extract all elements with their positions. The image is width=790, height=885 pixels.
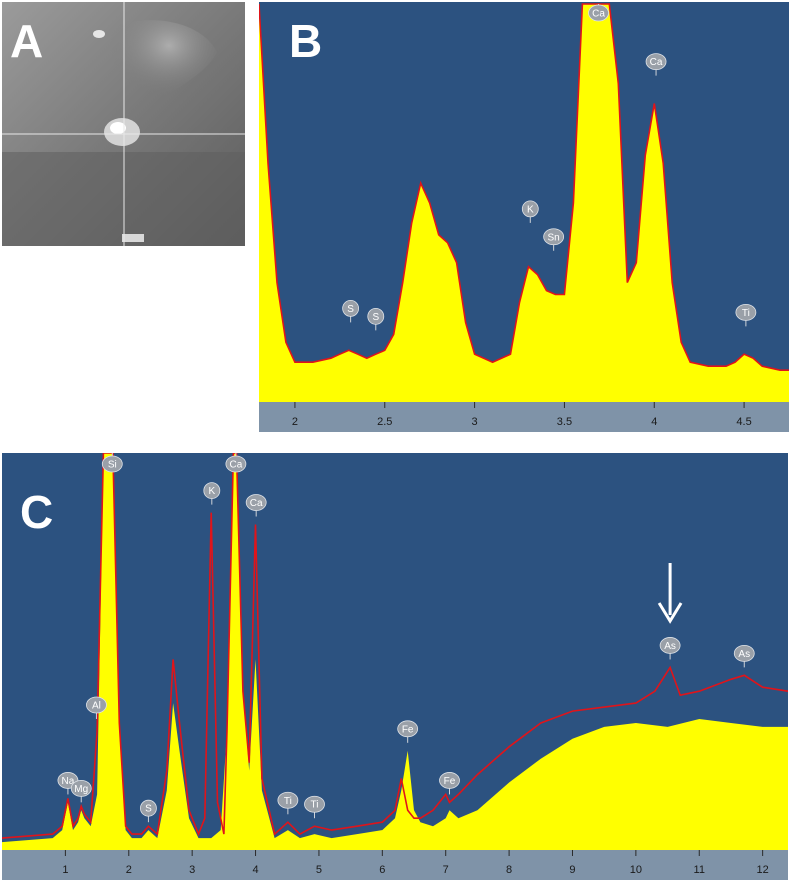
peak-label-badge: [277, 791, 299, 809]
peak-label-badge: [645, 53, 667, 71]
x-tick-label: 8: [506, 864, 512, 876]
peak-label-badge: [342, 299, 360, 317]
micrograph-image: A: [2, 2, 245, 246]
peak-label-text: Ca: [650, 57, 663, 68]
peak-label-text: As: [738, 649, 750, 660]
spectrum-panel-c: 1 2 3 4 5 6 7 8 9 10 11 12 Na Mg Al Si S K Ca Ca Ti Ti Fe Fe As…: [1, 452, 789, 880]
peak-label: S: [342, 299, 360, 323]
spectrum-chart-b: 2 2.5 3 3.5 4 4.5 S S K Sn Ca Ca Ti B: [258, 2, 789, 432]
peak-label-badge: [543, 228, 565, 246]
peak-label-badge: [245, 494, 267, 511]
peak-label-badge: [225, 455, 247, 473]
peak-label: Ca: [645, 53, 667, 76]
peak-label-text: Ca: [250, 498, 263, 509]
x-tick-label: 7: [443, 864, 449, 876]
peak-label: Fe: [439, 772, 460, 795]
peak-label-text: S: [347, 304, 354, 315]
x-tick-label: 1: [62, 864, 68, 876]
peak-label-badge: [659, 637, 681, 654]
peak-label: As: [659, 637, 681, 660]
x-tick-label: 4: [651, 416, 657, 428]
x-tick-label: 6: [379, 864, 385, 876]
peak-label: Al: [86, 696, 107, 719]
peak-label: As: [733, 644, 755, 668]
arrow-annotation: [657, 563, 683, 624]
peak-label-badge: [101, 455, 123, 473]
peak-label-text: Ti: [284, 796, 292, 807]
peak-label: Ti: [304, 795, 325, 819]
peak-label-badge: [367, 307, 385, 325]
x-tick-label: 2: [126, 864, 132, 876]
spectrum-panel-b: 2 2.5 3 3.5 4 4.5 S S K Sn Ca Ca Ti B: [258, 2, 789, 432]
spectrum-area: [259, 4, 789, 402]
peak-label: Ca: [245, 494, 267, 517]
x-tick-label: 2: [292, 416, 298, 428]
peak-label: Ca: [225, 453, 247, 473]
micrograph-panel: A: [2, 2, 245, 246]
x-tick-label: 12: [757, 864, 769, 876]
peak-label: Ca: [588, 4, 609, 22]
panel-letter-a: A: [10, 15, 43, 67]
peak-label: Fe: [397, 720, 419, 743]
peak-label-badge: [140, 799, 157, 817]
x-tick-label: 5: [316, 864, 322, 876]
x-tick-label: 10: [630, 864, 642, 876]
x-tick-label: 11: [694, 864, 705, 876]
x-tick-label: 3: [189, 864, 195, 876]
peak-label: Si: [101, 453, 123, 473]
peak-label-text: Ti: [311, 800, 319, 811]
peak-label: K: [521, 200, 539, 223]
peak-label: K: [203, 482, 221, 505]
peak-label-text: S: [145, 804, 152, 815]
peak-label-text: Mg: [74, 784, 88, 795]
peak-label: S: [140, 799, 157, 823]
peak-label-badge: [439, 772, 460, 789]
peak-label-text: Fe: [444, 776, 456, 787]
spectrum-outline: [1, 452, 789, 839]
spectrum-outline: [258, 3, 789, 372]
peak-label-text: Ca: [229, 460, 242, 471]
x-axis-bar-b: [259, 402, 789, 432]
peak-label: S: [367, 307, 385, 331]
peak-label: Ti: [735, 303, 757, 327]
peak-label: Mg: [70, 779, 92, 803]
x-tick-label: 3.5: [557, 416, 572, 428]
peak-label-badge: [588, 4, 609, 22]
x-tick-label: 4.5: [736, 416, 751, 428]
peak-label-text: S: [372, 312, 379, 323]
peak-label-text: Si: [108, 460, 117, 471]
peak-label-badge: [733, 644, 755, 662]
x-axis-bar-c: [2, 850, 788, 880]
peak-label-badge: [397, 720, 419, 738]
peak-label-text: K: [527, 204, 534, 215]
peak-label-badge: [304, 795, 325, 813]
peak-label-badge: [86, 696, 107, 714]
peak-label-text: K: [208, 486, 215, 497]
peak-label-text: As: [664, 641, 676, 652]
peak-label-text: Ti: [742, 308, 750, 319]
peak-label-text: Na: [62, 776, 75, 787]
peak-label-text: Al: [92, 700, 101, 711]
panel-letter-b: B: [289, 15, 322, 67]
peak-label-badge: [521, 200, 539, 218]
peak-label-badge: [70, 779, 92, 797]
peak-label-badge: [735, 303, 757, 321]
x-tick-label: 2.5: [377, 416, 392, 428]
peak-label-badge: [203, 482, 221, 500]
x-tick-label: 4: [252, 864, 258, 876]
panel-letter-c: C: [20, 486, 53, 538]
peak-label-text: Fe: [402, 724, 414, 735]
x-tick-label: 9: [569, 864, 575, 876]
peak-label: Sn: [543, 228, 565, 251]
peak-label-text: Ca: [592, 9, 605, 20]
spectrum-area: [2, 453, 788, 850]
peak-label: Ti: [277, 791, 299, 815]
x-tick-label: 3: [472, 416, 478, 428]
peak-label-text: Sn: [548, 232, 560, 243]
